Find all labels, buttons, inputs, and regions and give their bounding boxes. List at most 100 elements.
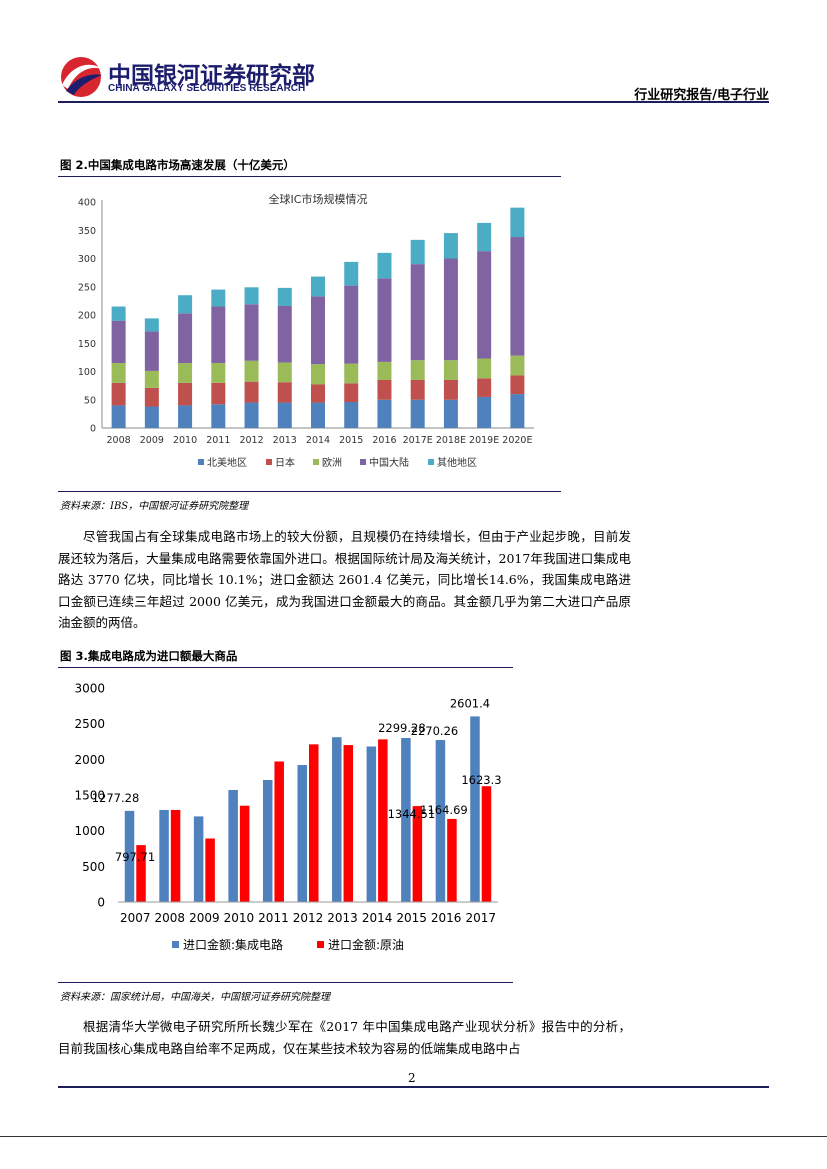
chart2-bar-segment: [311, 402, 325, 428]
chart2-bar-segment: [244, 360, 259, 382]
chart2-ytick-label: 350: [78, 226, 96, 237]
chart2-bar-segment: [510, 355, 525, 376]
chart2-bar-segment: [344, 363, 359, 384]
chart2-bar-segment: [277, 362, 292, 383]
chart2-bar-segment: [510, 237, 525, 356]
chart3-data-label: 1277.28: [92, 791, 140, 805]
chart2-bar-segment: [211, 382, 226, 405]
chart2-bar-segment: [344, 261, 359, 286]
report-category: 行业研究报告/电子行业: [634, 88, 769, 103]
chart3-bar-ic: [228, 790, 238, 902]
chart3-bar-oil: [136, 845, 146, 902]
chart2-ytick-label: 300: [78, 254, 96, 265]
chart2-legend-swatch: [360, 459, 366, 465]
chart2-title: 全球IC市场规模情况: [269, 192, 368, 206]
chart2-bar-segment: [344, 383, 359, 403]
figure3-source: 资料来源：国家统计局，中国海关，中国银河证券研究院整理: [60, 992, 330, 1003]
chart2-xtick-label: 2008: [107, 435, 131, 446]
chart3-bar-oil: [343, 745, 354, 902]
chart3-xtick-label: 2011: [258, 911, 289, 925]
chart2-xtick-label: 2016: [372, 435, 396, 446]
logo-chinese-name: 中国银河证券研究部: [108, 63, 315, 89]
chart3-ytick-label: 0: [97, 896, 105, 910]
figure2-top-rule: [58, 176, 561, 177]
chart2-bar-segment: [211, 306, 226, 364]
header-rule: [58, 101, 769, 103]
chart3-bar-ic: [332, 737, 342, 902]
chart3-bar-oil: [481, 786, 492, 902]
chart3-ytick-label: 1000: [74, 824, 105, 838]
chart3-bar-oil: [378, 739, 388, 902]
chart3-xtick-label: 2015: [396, 911, 427, 925]
chart2-xtick-label: 2017E: [403, 435, 433, 446]
chart2-bar-segment: [311, 276, 325, 297]
chart3-bar-ic: [262, 780, 273, 902]
chart3-data-label: 1623.3: [461, 773, 501, 787]
chart2-xtick-label: 2019E: [469, 435, 499, 446]
chart2-xtick-label: 2013: [273, 435, 297, 446]
chart2-bar-segment: [377, 361, 392, 380]
chart2-bar-segment: [377, 278, 392, 362]
figure3-chart: 0 500 1000 1500 2000 2500 3000 2007 2008 2009 2010…: [74, 682, 501, 953]
chart2-ytick-label: 50: [84, 395, 96, 406]
chart2-bar-segment: [477, 396, 492, 428]
chart2-bar-segment: [344, 402, 359, 428]
chart2-bar-segment: [144, 331, 159, 371]
chart2-bar-segment: [111, 363, 126, 383]
chart2-xtick-label: 2018E: [436, 435, 466, 446]
chart2-bar-segment: [477, 251, 492, 359]
chart3-xtick-label: 2008: [155, 911, 186, 925]
chart3-bar-oil: [309, 744, 319, 902]
chart2-bar-segment: [277, 382, 292, 403]
chart2-legend-label: 北美地区: [207, 456, 247, 469]
chart2-legend-label: 日本: [275, 456, 295, 469]
chart2-bar-segment: [144, 370, 159, 388]
chart3-legend-label: 进口金额:集成电路: [183, 937, 283, 952]
chart2-bar-segment: [211, 404, 226, 428]
chart2-bar-segment: [477, 358, 492, 379]
chart3-legend-swatch: [317, 941, 324, 948]
figure3-bottom-rule: [58, 982, 513, 983]
chart2-xtick-label: 2010: [173, 435, 197, 446]
chart3-xtick-label: 2010: [224, 911, 255, 925]
chart2-ytick-label: 250: [78, 282, 96, 293]
page-number: 2: [408, 1071, 416, 1085]
chart2-bar-segment: [410, 239, 425, 265]
chart2-legend-swatch: [428, 459, 434, 465]
chart2-bar-segment: [443, 399, 458, 428]
page-bottom-rule: [0, 1136, 827, 1137]
chart3-bar-ic: [366, 746, 377, 902]
chart3-legend-swatch: [172, 941, 179, 948]
body-paragraph-1: 尽管我国占有全球集成电路市场上的较大份额，且规模仍在持续增长，但由于产业起步晚，…: [58, 529, 631, 630]
chart3-bar-oil: [447, 818, 457, 902]
chart3-bar-oil: [170, 809, 181, 902]
chart2-ytick-label: 200: [78, 311, 96, 322]
chart2-bar-segment: [277, 305, 292, 363]
chart2-bar-segment: [311, 384, 325, 403]
chart3-xtick-label: 2013: [327, 911, 358, 925]
chart2-bar-segment: [410, 379, 425, 400]
chart2-bar-segment: [311, 296, 325, 365]
chart2-bar-segment: [443, 379, 458, 400]
company-logo: [58, 55, 104, 99]
chart2-bar-segment: [211, 289, 226, 307]
chart2-bar-segment: [377, 252, 392, 279]
chart3-ytick-label: 3000: [74, 682, 105, 696]
chart2-bar-segment: [244, 287, 259, 305]
chart2-bar-segment: [244, 381, 259, 403]
chart3-data-label: 1344.51: [388, 807, 436, 821]
chart2-bar-segment: [111, 320, 126, 364]
body-paragraph-2: 根据清华大学微电子研究所所长魏少军在《2017 年中国集成电路产业现状分析》报告…: [58, 1019, 631, 1056]
chart3-bar-ic: [401, 737, 411, 902]
chart2-legend-swatch: [198, 459, 204, 465]
chart3-legend-label: 进口金额:原油: [328, 937, 404, 952]
chart3-xtick-label: 2012: [293, 911, 324, 925]
chart3-bar-oil: [412, 806, 423, 902]
figure2-chart: 全球IC市场规模情况 0 50 100 150 200 250 300 350 400 2008 20…: [78, 192, 534, 469]
chart3-bar-ic: [124, 810, 135, 902]
chart3-bar-ic: [297, 765, 307, 902]
chart2-bar-segment: [111, 405, 126, 428]
chart3-data-label: 2601.4: [450, 696, 490, 710]
chart3-data-label: 797.71: [115, 850, 155, 864]
chart2-xtick-label: 2014: [306, 435, 330, 446]
